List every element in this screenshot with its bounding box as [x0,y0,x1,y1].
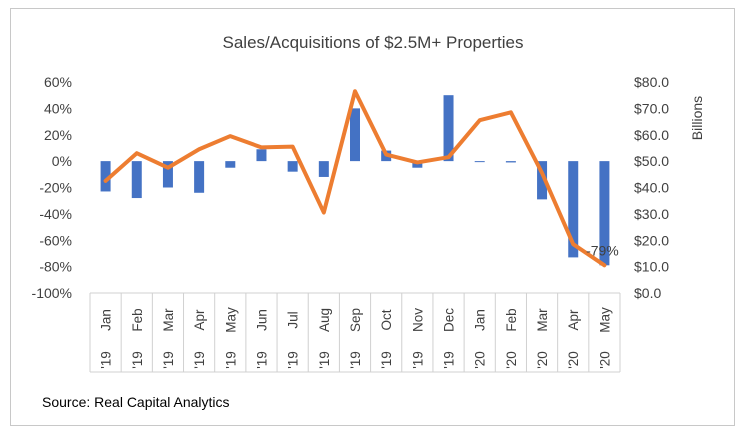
year-label: '19 [379,351,394,369]
right-axis-tick-label: $40.0 [634,180,669,196]
category-label: Feb [130,308,145,331]
bar [568,161,579,258]
year-label: '19 [348,351,363,369]
left-axis-tick-label: 20% [44,127,72,143]
category-label: Jan [473,309,488,331]
bar [318,161,329,177]
category-label: May [597,307,612,333]
chart-frame [10,8,735,426]
left-axis-tick-label: -60% [39,232,72,248]
category-label: Aug [317,308,332,332]
left-axis-tick-label: -20% [39,180,72,196]
right-axis-tick-label: $30.0 [634,206,669,222]
bar [287,161,298,172]
right-axis-tick-label: $10.0 [634,259,669,275]
category-label: Dec [442,308,457,332]
category-label: Mar [161,308,176,332]
year-label: '19 [161,351,176,369]
year-label: '19 [192,351,207,369]
source-note: Source: Real Capital Analytics [42,394,230,410]
bar [225,161,236,168]
category-label: Sep [348,308,363,332]
year-label: '20 [473,351,488,369]
year-label: '19 [99,351,114,369]
left-axis-tick-label: 40% [44,100,72,116]
left-axis-tick-label: -40% [39,206,72,222]
left-axis-tick-label: 0% [52,153,72,169]
category-label: Jun [254,309,269,331]
right-axis-label: Billions [689,96,705,140]
bar [162,161,173,188]
data-label-annotation: -79% [586,242,619,258]
left-axis-tick-label: 60% [44,74,72,90]
right-axis-tick-label: $20.0 [634,232,669,248]
year-label: '20 [566,351,581,369]
year-label: '20 [597,351,612,369]
volume-line [103,89,607,268]
category-label: Jul [286,311,301,328]
year-label: '19 [130,351,145,369]
right-axis-tick-label: $80.0 [634,74,669,90]
bar [443,95,454,162]
right-axis-tick-label: $50.0 [634,153,669,169]
right-axis-tick-label: $70.0 [634,100,669,116]
year-label: '19 [254,351,269,369]
bar [256,149,267,162]
left-axis-tick-label: -100% [32,285,72,301]
right-axis-tick-label: $60.0 [634,127,669,143]
right-axis-tick-label: $0.0 [634,285,661,301]
year-label: '19 [410,351,425,369]
bar [194,161,205,193]
category-label: Apr [566,309,581,331]
category-label: Nov [410,308,425,332]
year-label: '19 [223,351,238,369]
chart-title: Sales/Acquisitions of $2.5M+ Properties [223,33,524,52]
year-label: '20 [535,351,550,369]
bar [100,161,111,192]
year-label: '20 [504,351,519,369]
bar [537,161,548,200]
category-label: Oct [379,309,394,330]
bar [599,161,610,266]
year-label: '19 [442,351,457,369]
bar [505,161,516,163]
category-label: Feb [504,308,519,331]
bar [350,108,360,162]
year-label: '19 [317,351,332,369]
category-label: Jan [99,309,114,331]
category-label: May [223,307,238,333]
year-label: '19 [286,351,301,369]
bar [131,161,142,199]
left-axis-tick-label: -80% [39,259,72,275]
category-label: Mar [535,308,550,332]
category-label: Apr [192,309,207,331]
bar [474,161,485,163]
